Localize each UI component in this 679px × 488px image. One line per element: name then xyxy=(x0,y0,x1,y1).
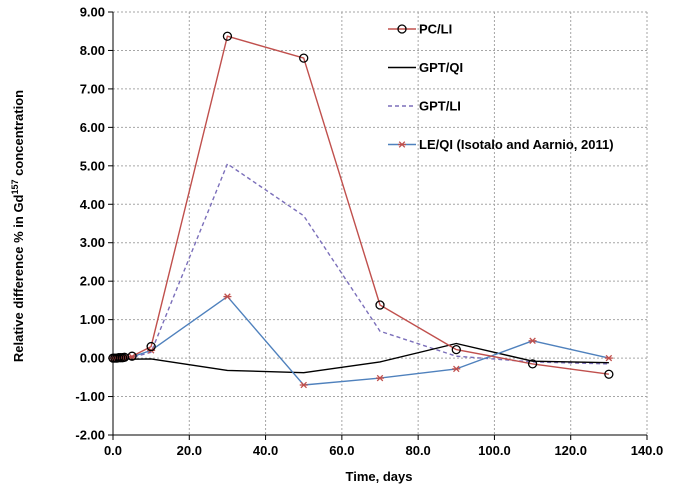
y-tick-label: 8.00 xyxy=(80,43,105,58)
legend-label: PC/LI xyxy=(419,22,452,37)
y-tick-label: 1.00 xyxy=(80,312,105,327)
y-axis-title-superscript: 157 xyxy=(10,179,20,194)
legend-label: LE/QI (Isotalo and Aarnio, 2011) xyxy=(419,137,614,152)
y-tick-label: -1.00 xyxy=(75,389,105,404)
y-tick-label: 4.00 xyxy=(80,197,105,212)
y-axis-title-suffix: concentration xyxy=(11,90,26,180)
y-axis-title-prefix: Relative difference % in Gd xyxy=(11,194,26,362)
legend-label: GPT/LI xyxy=(419,99,461,114)
y-axis-title: Relative difference % in Gd157 concentra… xyxy=(10,90,26,362)
y-tick-label: 2.00 xyxy=(80,274,105,289)
x-tick-label: 120.0 xyxy=(554,443,587,458)
x-tick-label: 20.0 xyxy=(177,443,202,458)
y-tick-label: 9.00 xyxy=(80,5,105,20)
x-tick-label: 60.0 xyxy=(329,443,354,458)
y-tick-label: -2.00 xyxy=(75,428,105,443)
y-tick-label: 3.00 xyxy=(80,235,105,250)
x-tick-label: 140.0 xyxy=(631,443,664,458)
legend-label: GPT/QI xyxy=(419,60,463,75)
x-tick-label: 80.0 xyxy=(405,443,430,458)
x-tick-label: 40.0 xyxy=(253,443,278,458)
x-tick-label: 100.0 xyxy=(478,443,511,458)
legend-item: LE/QI (Isotalo and Aarnio, 2011) xyxy=(388,137,614,152)
y-tick-label: 6.00 xyxy=(80,120,105,135)
x-axis-title: Time, days xyxy=(346,469,413,484)
x-tick-label: 0.0 xyxy=(104,443,122,458)
y-tick-label: 0.00 xyxy=(80,351,105,366)
y-tick-label: 7.00 xyxy=(80,81,105,96)
y-tick-label: 5.00 xyxy=(80,158,105,173)
